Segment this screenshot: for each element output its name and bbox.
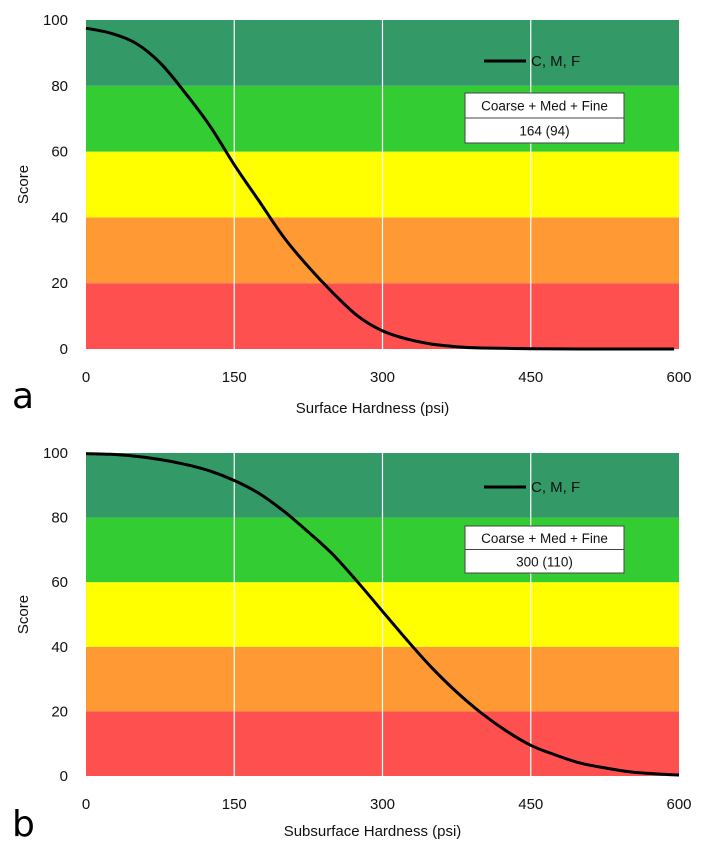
y-tick-label: 60: [51, 144, 68, 161]
vertical-gridlines: [233, 453, 532, 776]
x-axis-title: Surface Hardness (psi): [296, 400, 449, 417]
x-tick-label: 450: [518, 796, 543, 813]
y-tick-label: 40: [51, 209, 68, 226]
x-tick-label: 150: [222, 369, 247, 386]
x-tick-label: 300: [370, 796, 395, 813]
info-box-value: 300 (110): [516, 554, 573, 569]
y-axis-title: Score: [15, 165, 32, 204]
info-box: Coarse + Med + Fine 164 (94): [464, 92, 625, 144]
y-tick-labels: 0 20 40 60 80 100: [43, 445, 68, 785]
panel-label: a: [12, 376, 34, 417]
legend: C, M, F: [484, 479, 580, 496]
legend-label: C, M, F: [531, 53, 580, 70]
y-tick-label: 80: [51, 510, 68, 527]
y-tick-label: 100: [43, 12, 68, 29]
y-tick-label: 20: [51, 703, 68, 720]
x-tick-label: 300: [370, 369, 395, 386]
y-axis-title: Score: [15, 595, 32, 634]
legend: C, M, F: [484, 53, 580, 70]
chart-panel-b: 0 20 40 60 80 100 0 150 300 450 600 C, M, F Coars…: [12, 445, 692, 842]
info-box-value: 164 (94): [519, 124, 569, 139]
y-tick-labels: 0 20 40 60 80 100: [43, 12, 68, 358]
x-tick-label: 600: [666, 796, 691, 813]
info-box-header: Coarse + Med + Fine: [481, 99, 608, 114]
legend-label: C, M, F: [531, 479, 580, 496]
y-tick-label: 100: [43, 445, 68, 462]
y-tick-label: 0: [60, 768, 68, 785]
info-box-header: Coarse + Med + Fine: [481, 531, 608, 546]
y-tick-label: 80: [51, 78, 68, 95]
x-tick-labels: 0 150 300 450 600: [82, 796, 692, 813]
x-tick-label: 0: [82, 369, 90, 386]
y-tick-label: 60: [51, 574, 68, 591]
y-tick-label: 40: [51, 639, 68, 656]
chart-panel-a: 0 20 40 60 80 100 0 150 300 450 600 C, M, F Coars…: [12, 12, 692, 417]
vertical-gridlines: [233, 20, 532, 349]
x-tick-label: 150: [222, 796, 247, 813]
series-line-cmf: [85, 452, 680, 777]
y-tick-label: 20: [51, 275, 68, 292]
x-axis-title: Subsurface Hardness (psi): [284, 823, 462, 840]
panel-label: b: [12, 804, 35, 842]
x-tick-label: 450: [518, 369, 543, 386]
x-tick-label: 0: [82, 796, 90, 813]
info-box: Coarse + Med + Fine 300 (110): [464, 525, 625, 574]
x-tick-labels: 0 150 300 450 600: [82, 369, 692, 386]
y-tick-label: 0: [60, 341, 68, 358]
series-line-cmf: [85, 26, 675, 351]
x-tick-label: 600: [666, 369, 691, 386]
